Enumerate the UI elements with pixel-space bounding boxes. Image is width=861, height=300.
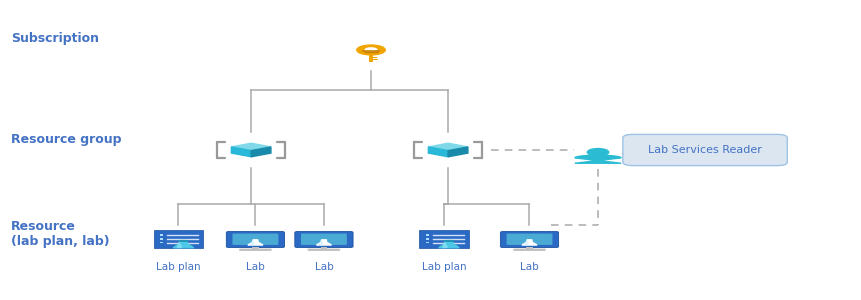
Polygon shape <box>251 147 270 157</box>
Bar <box>373 57 377 58</box>
Polygon shape <box>574 155 621 163</box>
Polygon shape <box>428 143 468 151</box>
FancyBboxPatch shape <box>300 234 346 245</box>
Circle shape <box>586 148 608 156</box>
FancyBboxPatch shape <box>294 232 353 247</box>
FancyBboxPatch shape <box>506 234 552 245</box>
Text: Lab: Lab <box>245 262 264 272</box>
Bar <box>373 59 378 60</box>
Text: Lab: Lab <box>519 262 538 272</box>
Bar <box>252 247 258 249</box>
Bar <box>526 247 532 249</box>
Text: Lab: Lab <box>314 262 333 272</box>
Text: Subscription: Subscription <box>11 32 99 45</box>
Polygon shape <box>443 242 447 248</box>
Text: Resource
(lab plan, lab): Resource (lab plan, lab) <box>11 220 110 248</box>
Text: Lab plan: Lab plan <box>421 262 466 272</box>
Bar <box>160 235 164 236</box>
FancyBboxPatch shape <box>418 230 468 248</box>
Polygon shape <box>319 241 322 245</box>
Polygon shape <box>173 241 194 248</box>
Polygon shape <box>248 240 263 245</box>
Text: Resource group: Resource group <box>11 133 121 146</box>
FancyBboxPatch shape <box>153 230 203 248</box>
Text: Lab Services Reader: Lab Services Reader <box>647 145 761 155</box>
Bar <box>369 55 373 62</box>
Polygon shape <box>231 147 251 157</box>
Polygon shape <box>448 147 468 157</box>
FancyBboxPatch shape <box>226 232 284 247</box>
Polygon shape <box>523 241 528 245</box>
Circle shape <box>365 48 376 52</box>
Polygon shape <box>231 143 270 151</box>
Polygon shape <box>438 241 459 248</box>
Polygon shape <box>250 241 254 245</box>
Bar <box>425 242 429 244</box>
Bar <box>425 238 429 239</box>
FancyBboxPatch shape <box>499 232 558 247</box>
Polygon shape <box>177 242 182 248</box>
Bar <box>160 242 164 244</box>
FancyBboxPatch shape <box>238 249 271 251</box>
FancyBboxPatch shape <box>623 134 786 166</box>
Bar <box>320 247 326 249</box>
Circle shape <box>356 45 385 55</box>
FancyBboxPatch shape <box>307 249 340 251</box>
Bar <box>160 238 164 239</box>
Bar <box>425 235 429 236</box>
Polygon shape <box>521 240 536 245</box>
Polygon shape <box>316 240 331 245</box>
Text: Lab plan: Lab plan <box>156 262 201 272</box>
Polygon shape <box>428 147 448 157</box>
FancyBboxPatch shape <box>232 234 278 245</box>
FancyBboxPatch shape <box>512 249 545 251</box>
